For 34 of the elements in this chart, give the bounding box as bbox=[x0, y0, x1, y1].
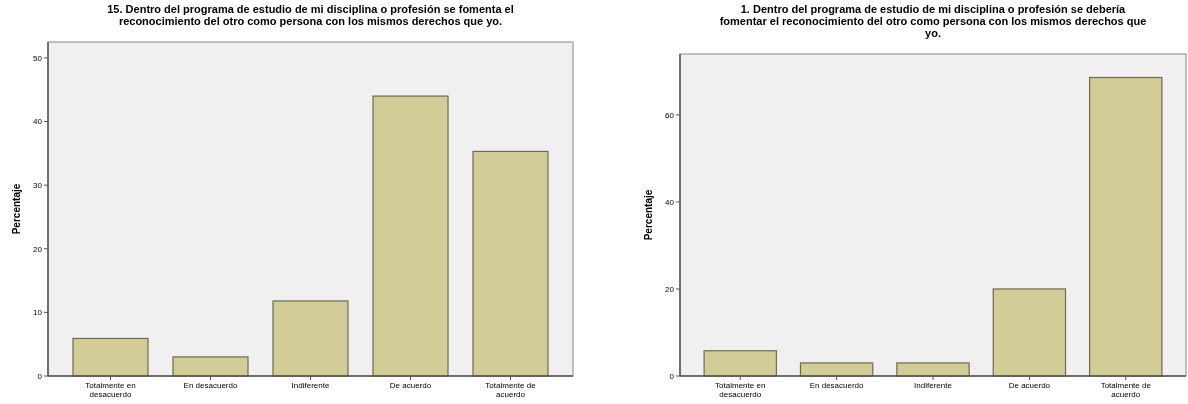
x-tick-label: De acuerdo bbox=[389, 381, 432, 390]
chart-title: 1. Dentro del programa de estudio de mi disciplina o profesión se debería fomentar el reconocimiento del otro como persona con los mismos derechos que yo. bbox=[719, 3, 1147, 39]
y-tick-label: 30 bbox=[33, 180, 43, 190]
x-tick-label: En desacuerdo bbox=[183, 381, 238, 390]
bar bbox=[992, 288, 1067, 377]
y-tick-label: 20 bbox=[665, 284, 675, 294]
bar bbox=[703, 350, 777, 377]
bar bbox=[72, 337, 149, 377]
y-tick-label: 0 bbox=[37, 371, 43, 381]
bar bbox=[896, 362, 970, 377]
y-tick-label: 20 bbox=[33, 244, 43, 254]
y-tick-label: 10 bbox=[33, 308, 43, 318]
y-axis-title: Percentaje bbox=[11, 183, 22, 235]
bar bbox=[172, 356, 249, 377]
chart-title: 15. Dentro del programa de estudio de mi disciplina o profesión se fomenta el reconocimiento del otro como persona con los mismos derechos que yo. bbox=[107, 3, 514, 27]
y-axis-title: Percentaje bbox=[643, 189, 654, 241]
x-tick-label: Indiferente bbox=[291, 381, 330, 390]
x-tick-label: Totalmente en desacuerdo bbox=[715, 381, 766, 399]
x-tick-label: En desacuerdo bbox=[809, 381, 865, 390]
bar bbox=[272, 300, 349, 377]
bar bbox=[372, 95, 449, 377]
y-tick-label: 40 bbox=[665, 197, 675, 207]
y-tick-label: 50 bbox=[33, 53, 43, 63]
bar bbox=[1089, 76, 1163, 377]
y-tick-label: 60 bbox=[665, 110, 675, 120]
y-tick-label: 0 bbox=[669, 371, 675, 381]
x-tick-label: Indiferente bbox=[914, 381, 953, 390]
y-tick-label: 40 bbox=[33, 117, 43, 127]
x-tick-label: Totalmente de acuerdo bbox=[1100, 381, 1152, 399]
x-tick-label: Totalmente de acuerdo bbox=[485, 381, 537, 399]
x-tick-label: Totalmente en desacuerdo bbox=[85, 381, 136, 399]
bar bbox=[472, 150, 549, 377]
bar bbox=[799, 362, 874, 377]
x-tick-label: De acuerdo bbox=[1008, 381, 1051, 390]
